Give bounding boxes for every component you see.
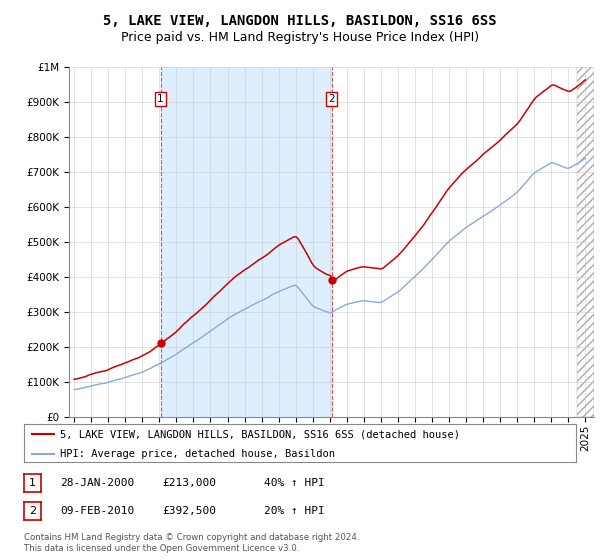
Text: 1: 1 [157, 94, 164, 104]
Text: 28-JAN-2000: 28-JAN-2000 [60, 478, 134, 488]
Text: 5, LAKE VIEW, LANGDON HILLS, BASILDON, SS16 6SS (detached house): 5, LAKE VIEW, LANGDON HILLS, BASILDON, S… [60, 429, 460, 439]
Text: 20% ↑ HPI: 20% ↑ HPI [264, 506, 325, 516]
Bar [577, 67, 594, 417]
Text: 40% ↑ HPI: 40% ↑ HPI [264, 478, 325, 488]
Text: 5, LAKE VIEW, LANGDON HILLS, BASILDON, SS16 6SS: 5, LAKE VIEW, LANGDON HILLS, BASILDON, S… [103, 14, 497, 28]
Text: £213,000: £213,000 [162, 478, 216, 488]
Text: Price paid vs. HM Land Registry's House Price Index (HPI): Price paid vs. HM Land Registry's House … [121, 31, 479, 44]
Text: 09-FEB-2010: 09-FEB-2010 [60, 506, 134, 516]
Text: 2: 2 [29, 506, 36, 516]
Text: £392,500: £392,500 [162, 506, 216, 516]
Bar [161, 67, 332, 417]
Text: 1: 1 [29, 478, 36, 488]
Text: Contains HM Land Registry data © Crown copyright and database right 2024.
This d: Contains HM Land Registry data © Crown c… [24, 533, 359, 553]
Text: HPI: Average price, detached house, Basildon: HPI: Average price, detached house, Basi… [60, 449, 335, 459]
Text: 2: 2 [329, 94, 335, 104]
